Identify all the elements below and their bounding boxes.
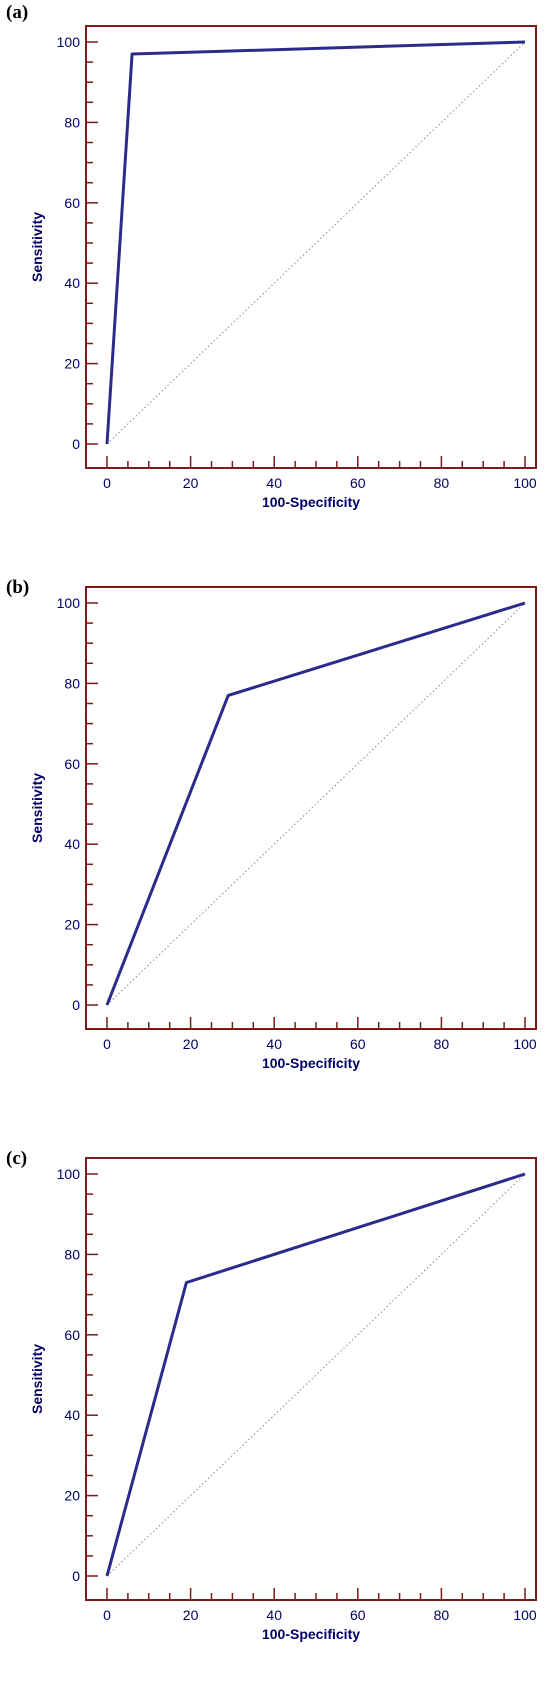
x-tick-label: 20 (183, 475, 199, 491)
x-tick-label: 100 (513, 475, 537, 491)
y-tick-label: 0 (72, 436, 80, 452)
y-tick-label: 60 (64, 195, 80, 211)
roc-panel-a: (a) 0 20 40 60 80 100 0 20 40 60 80 100 100-Specific… (0, 0, 550, 563)
roc-curve (105, 601, 526, 1006)
y-tick-label: 80 (64, 114, 80, 130)
y-tick-label: 40 (64, 836, 80, 852)
x-tick-label: 80 (434, 1607, 450, 1623)
y-axis-label: Sensitivity (29, 773, 45, 843)
y-tick-label: 100 (57, 34, 81, 50)
x-tick-label: 40 (266, 1607, 282, 1623)
plot-frame (85, 25, 537, 469)
x-tick-label: 0 (103, 475, 111, 491)
y-tick-label: 80 (64, 1246, 80, 1262)
reference-diagonal (106, 41, 526, 445)
y-tick-label: 20 (64, 917, 80, 933)
y-tick-label: 40 (64, 1407, 80, 1423)
roc-curve (105, 40, 526, 445)
x-tick-label: 100 (513, 1607, 537, 1623)
x-tick-label: 40 (266, 1036, 282, 1052)
y-tick-label: 0 (72, 1568, 80, 1584)
y-tick-label: 100 (57, 595, 81, 611)
roc-curve (105, 1172, 526, 1577)
y-tick-label: 100 (57, 1166, 81, 1182)
y-axis-label: Sensitivity (29, 212, 45, 282)
panel-label-c: (c) (6, 1148, 28, 1169)
y-tick-label: 60 (64, 1327, 80, 1343)
x-axis-label: 100-Specificity (262, 494, 360, 510)
roc-chart-b: 0 20 40 60 80 100 0 20 40 60 80 100 100-Specificity S… (29, 586, 537, 1071)
y-tick-label: 0 (72, 997, 80, 1013)
x-tick-label: 100 (513, 1036, 537, 1052)
roc-panel-b: (b) 0 20 40 60 80 100 0 20 40 60 80 100 100-Specific… (0, 563, 550, 1126)
x-axis-label: 100-Specificity (262, 1626, 360, 1642)
x-tick-label: 20 (183, 1607, 199, 1623)
reference-diagonal (106, 602, 526, 1006)
panel-label-b: (b) (6, 577, 30, 598)
y-tick-label: 80 (64, 675, 80, 691)
x-tick-label: 60 (350, 1607, 366, 1623)
x-axis-label: 100-Specificity (262, 1055, 360, 1071)
y-tick-label: 40 (64, 275, 80, 291)
roc-chart-a: 0 20 40 60 80 100 0 20 40 60 80 100 100-Specificity S… (29, 25, 537, 510)
x-tick-label: 20 (183, 1036, 199, 1052)
x-tick-label: 60 (350, 475, 366, 491)
panel-label-a: (a) (6, 2, 29, 23)
x-tick-label: 80 (434, 1036, 450, 1052)
x-tick-label: 60 (350, 1036, 366, 1052)
x-tick-label: 40 (266, 475, 282, 491)
x-tick-label: 0 (103, 1036, 111, 1052)
y-axis-label: Sensitivity (29, 1344, 45, 1414)
y-tick-label: 20 (64, 1488, 80, 1504)
plot-frame (85, 586, 537, 1030)
y-tick-label: 60 (64, 756, 80, 772)
reference-diagonal (106, 1173, 526, 1577)
x-tick-label: 80 (434, 475, 450, 491)
roc-chart-c: 0 20 40 60 80 100 0 20 40 60 80 100 100-Specificity S… (29, 1157, 537, 1642)
y-tick-label: 20 (64, 356, 80, 372)
x-tick-label: 0 (103, 1607, 111, 1623)
plot-frame (85, 1157, 537, 1601)
roc-panel-c: (c) 0 20 40 60 80 100 0 20 40 60 80 100 100-Specific… (0, 1126, 550, 1689)
